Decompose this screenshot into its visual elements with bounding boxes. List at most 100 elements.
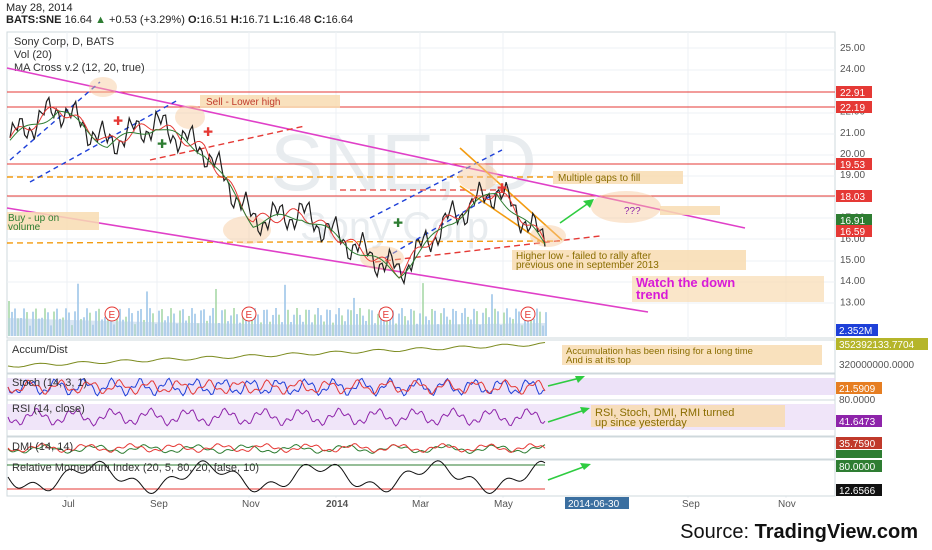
volume-bar bbox=[401, 308, 403, 336]
high-label: H: bbox=[230, 14, 243, 26]
earnings-marker[interactable] bbox=[241, 306, 257, 322]
volume-bar bbox=[485, 308, 487, 336]
wedge-lower bbox=[459, 185, 546, 245]
volume-bar bbox=[221, 310, 223, 336]
earnings-marker[interactable] bbox=[520, 306, 536, 322]
note-higher-low-1: Higher low - failed to rally after bbox=[516, 251, 652, 262]
low-value: 16.48 bbox=[283, 14, 311, 26]
time-tick: Sep bbox=[150, 499, 168, 510]
volume-bar bbox=[368, 309, 370, 336]
rsi-series bbox=[7, 407, 546, 427]
price-tick: 24.00 bbox=[840, 64, 865, 75]
rsi-note-box bbox=[591, 405, 785, 427]
price-tick: 16.00 bbox=[840, 234, 865, 245]
price-tick: 21.00 bbox=[840, 128, 865, 139]
arrow-main-head bbox=[583, 199, 594, 208]
volume-bar bbox=[233, 308, 235, 336]
volume-bar bbox=[536, 308, 538, 336]
rmi-value: 12.6566 bbox=[839, 486, 876, 497]
dmi-label: DMI (14, 14) bbox=[12, 441, 73, 453]
rsi-note-1: RSI, Stoch, DMI, RMI turned bbox=[595, 407, 734, 419]
close-value: 16.64 bbox=[325, 14, 354, 26]
dmi-minus bbox=[7, 443, 546, 454]
arrow-rmi bbox=[547, 465, 587, 481]
note-sell: Sell - Lower high bbox=[206, 97, 280, 108]
accum-note-1: Accumulation has been rising for a long … bbox=[566, 346, 753, 357]
volume-bar bbox=[464, 308, 466, 336]
volume-bar bbox=[275, 308, 277, 336]
rsi-badge-bg bbox=[836, 415, 882, 427]
volume-bar bbox=[491, 294, 493, 336]
level-badge-bg bbox=[836, 101, 872, 113]
price-tick: 19.00 bbox=[840, 170, 865, 181]
rmi-badge-bg bbox=[836, 484, 882, 496]
support-line-lower bbox=[6, 240, 561, 244]
note-gaps: Multiple gaps to fill bbox=[558, 173, 640, 184]
dmi-value: 35.7590 bbox=[839, 439, 876, 450]
rmi-level-bg bbox=[836, 460, 882, 472]
cross-markers: ✚ ✚ ✚ ✚ ✚ bbox=[113, 114, 507, 230]
volume-bar bbox=[452, 308, 454, 336]
last-price: 16.64 bbox=[64, 14, 93, 26]
time-tick: May bbox=[494, 499, 513, 510]
price-tick: 13.00 bbox=[840, 297, 865, 308]
earnings-marker[interactable] bbox=[104, 306, 120, 322]
accum-value: 352392133.7704 bbox=[839, 340, 915, 351]
accum-note-box bbox=[562, 345, 822, 365]
volume-bar bbox=[212, 308, 214, 336]
svg-text:✚: ✚ bbox=[393, 216, 403, 230]
volume-bar bbox=[77, 283, 79, 336]
volume-bar bbox=[353, 297, 355, 336]
time-tick: Mar bbox=[412, 499, 430, 510]
volume-bar bbox=[455, 310, 457, 336]
rsi-axis: 80.0000 bbox=[839, 395, 876, 406]
volume-bar bbox=[215, 288, 217, 336]
legend-ma-cross: MA Cross v.2 (12, 20, true) bbox=[14, 62, 145, 74]
wedge-upper bbox=[459, 147, 563, 241]
level-badge: 18.03 bbox=[840, 192, 865, 203]
volume-bar bbox=[329, 310, 331, 336]
volume-bar bbox=[326, 309, 328, 336]
note-buy-box bbox=[7, 212, 99, 230]
volume-bar bbox=[287, 309, 289, 336]
volume-ma bbox=[8, 318, 545, 336]
volume-bar bbox=[494, 308, 496, 336]
note-gaps-box bbox=[553, 171, 683, 184]
rmi-label: Relative Momentum Index (20, 5, 80, 20, … bbox=[12, 462, 259, 474]
price-tick: 14.00 bbox=[840, 276, 865, 287]
dmi-badge-2 bbox=[836, 450, 882, 458]
volume-badge-bg bbox=[836, 324, 878, 336]
time-highlight: 2014-06-30 bbox=[568, 499, 620, 510]
volume-bar bbox=[296, 308, 298, 336]
source-credit: Source: TradingView.com bbox=[680, 521, 918, 544]
up-arrow-icon: ▲ bbox=[95, 14, 106, 26]
level-badge: 19.53 bbox=[840, 160, 865, 171]
stoch-label: Stoch (14, 3, 1) bbox=[12, 377, 87, 389]
volume-bar bbox=[380, 308, 382, 336]
accum-badge-bg bbox=[836, 338, 928, 350]
accum-label: Accum/Dist bbox=[12, 344, 68, 356]
volume-bar bbox=[422, 283, 424, 336]
volume-bar bbox=[284, 284, 286, 336]
price-change: +0.53 (+3.29%) bbox=[109, 14, 185, 26]
red-trend-1 bbox=[149, 125, 306, 161]
volume-bar bbox=[476, 311, 478, 336]
earnings-marker[interactable] bbox=[378, 306, 394, 322]
rsi-note-2: up since yesterday bbox=[595, 417, 687, 429]
rsi-label: RSI (14, close) bbox=[12, 403, 85, 415]
symbol: BATS:SNE bbox=[6, 14, 62, 26]
note-buy-2: volume bbox=[8, 222, 41, 233]
volume-bar bbox=[527, 308, 529, 336]
volume-bar bbox=[350, 310, 352, 336]
earnings-label: E bbox=[525, 310, 532, 321]
note-q-box bbox=[660, 206, 720, 215]
price-badge-bg bbox=[836, 225, 872, 237]
time-tick: Nov bbox=[242, 499, 260, 510]
downtrend-upper bbox=[6, 67, 746, 229]
time-highlight-bg bbox=[565, 497, 629, 509]
volume-bar bbox=[545, 312, 547, 336]
volume-bar bbox=[182, 309, 184, 336]
level-badge: 22.91 bbox=[840, 88, 865, 99]
